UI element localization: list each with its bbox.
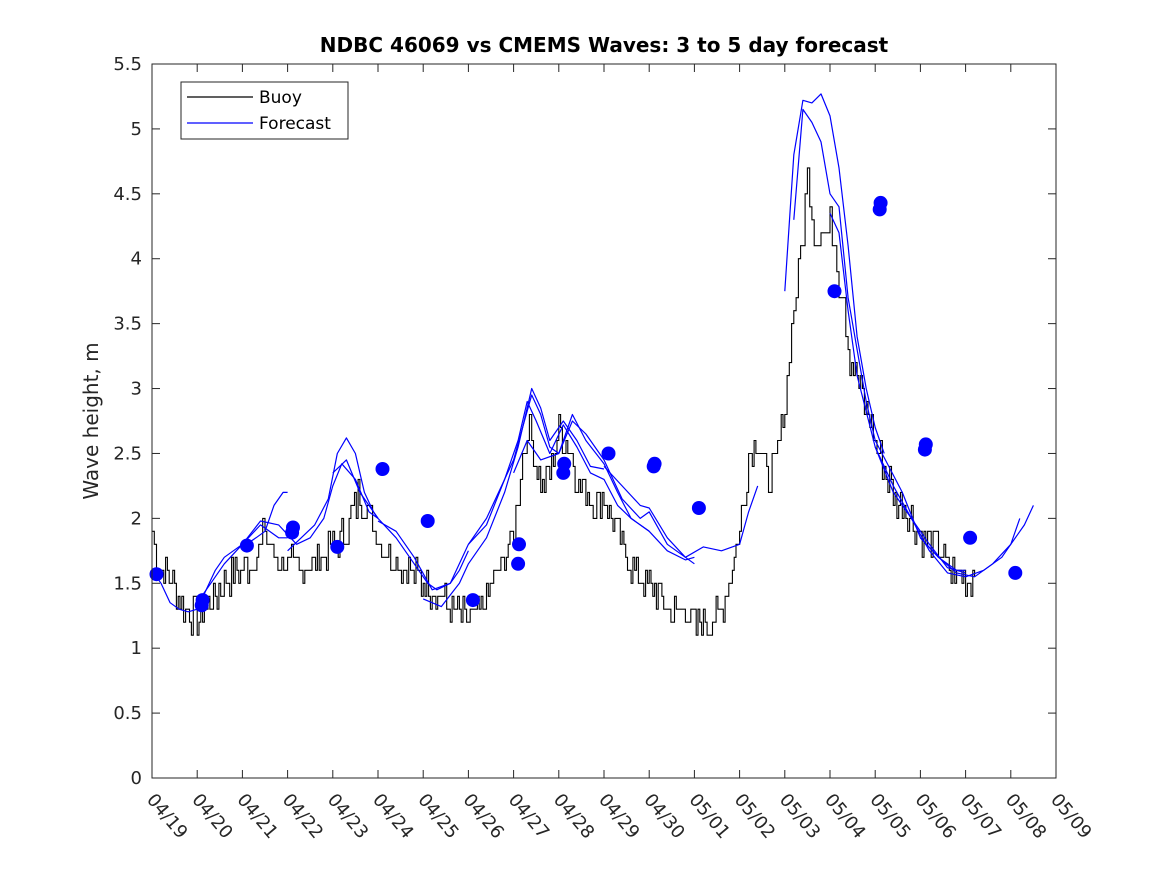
forecast-marker-point xyxy=(601,446,616,461)
forecast-marker-point xyxy=(465,593,480,608)
forecast-series-line xyxy=(784,93,885,454)
legend-buoy-label: Buoy xyxy=(259,88,302,108)
legend-box xyxy=(180,81,349,140)
marker-layer xyxy=(149,195,1023,613)
forecast-marker-point xyxy=(512,537,526,552)
forecast-marker-point xyxy=(647,456,662,471)
y-tick-label: 3.5 xyxy=(113,314,142,335)
y-tick-label: 5.5 xyxy=(113,54,142,75)
y-tick-label: 4 xyxy=(131,249,142,270)
legend-forecast-label: Forecast xyxy=(259,114,331,134)
forecast-marker-point xyxy=(1008,565,1023,580)
plot-area xyxy=(152,64,1056,778)
forecast-series-line xyxy=(332,459,469,591)
forecast-series-line xyxy=(513,413,695,561)
forecast-series-line xyxy=(467,400,650,545)
forecast-marker-point xyxy=(511,556,526,571)
forecast-marker-point xyxy=(149,567,164,582)
y-tick-label: 4.5 xyxy=(113,184,142,205)
y-tick-label: 3 xyxy=(131,379,142,400)
forecast-series-line xyxy=(287,437,379,552)
y-tick-label: 5 xyxy=(131,119,142,140)
forecast-marker-point xyxy=(918,437,933,452)
forecast-marker-point xyxy=(330,539,345,554)
forecast-marker-point xyxy=(963,530,978,545)
y-tick-label: 1 xyxy=(131,638,142,659)
forecast-marker-point xyxy=(195,593,210,608)
forecast-marker-point xyxy=(375,462,390,476)
y-tick-label: 2.5 xyxy=(113,443,142,464)
legend: Buoy Forecast xyxy=(180,81,349,140)
forecast-series-line xyxy=(422,387,605,608)
forecast-series-line xyxy=(603,465,695,565)
forecast-marker-point xyxy=(286,520,300,535)
y-axis-label: Wave height, m xyxy=(79,342,103,499)
series-layer xyxy=(151,93,1034,636)
y-tick-label: 2 xyxy=(131,508,142,529)
forecast-series-line xyxy=(558,420,759,558)
forecast-marker-point xyxy=(239,538,254,553)
y-tick-label: 1.5 xyxy=(113,573,142,594)
y-tick-label: 0.5 xyxy=(113,703,142,724)
forecast-marker-point xyxy=(691,501,706,515)
forecast-series-line xyxy=(919,505,1034,578)
forecast-series-line xyxy=(242,491,288,548)
forecast-series-line xyxy=(151,524,288,613)
forecast-marker-point xyxy=(557,456,572,471)
forecast-marker-point xyxy=(420,514,435,528)
forecast-series-line xyxy=(377,394,560,591)
forecast-series-line xyxy=(829,213,966,574)
chart-title: NDBC 46069 vs CMEMS Waves: 3 to 5 day fo… xyxy=(320,33,889,57)
forecast-marker-point xyxy=(873,195,888,210)
y-axis: 0 0.5 1 1.5 2 2.5 3 3.5 4 4.5 5 5.5 xyxy=(113,54,1056,789)
buoy-series-line xyxy=(152,167,976,636)
forecast-marker-point xyxy=(827,284,842,299)
forecast-series-line xyxy=(874,446,1021,578)
y-tick-label: 0 xyxy=(131,768,142,789)
